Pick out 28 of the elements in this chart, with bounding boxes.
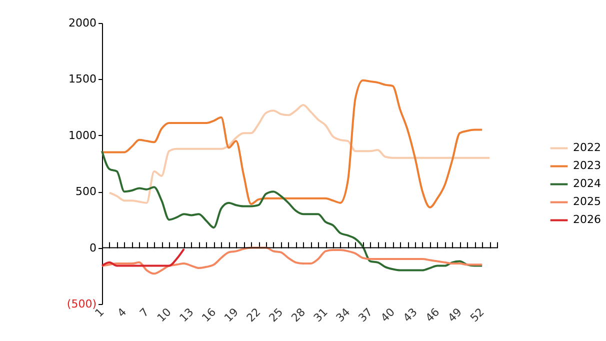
x-tick-label: 28 [288, 306, 308, 325]
x-tick-label: 25 [266, 306, 286, 325]
x-tick-label: 31 [311, 306, 330, 325]
y-tick-label: 500 [76, 185, 96, 198]
x-tick-label: 37 [356, 306, 376, 325]
x-tick-label: 43 [400, 306, 420, 325]
legend-label: 2023 [573, 159, 601, 172]
legend-label: 2025 [573, 195, 601, 208]
x-tick-label: 46 [423, 306, 442, 325]
x-tick-label: 13 [177, 306, 196, 325]
x-tick-label: 19 [222, 306, 241, 325]
legend-label: 2024 [573, 177, 601, 190]
x-tick-label: 7 [137, 306, 152, 320]
x-tick-label: 16 [199, 306, 219, 325]
x-tick-label: 40 [378, 306, 398, 325]
x-tick-label: 10 [154, 306, 174, 325]
x-tick-label: 52 [468, 306, 487, 325]
x-tick-label: 22 [244, 306, 264, 325]
y-tick-label: (500) [66, 298, 96, 310]
x-tick-label: 34 [334, 306, 353, 325]
y-tick-label: 1500 [68, 72, 96, 86]
y-tick-label: 0 [90, 241, 96, 254]
x-tick-label: 49 [445, 306, 464, 325]
legend-label: 2026 [573, 213, 601, 226]
legend-label: 2022 [573, 141, 601, 154]
y-tick-label: 1000 [68, 128, 96, 142]
y-tick-label: 2000 [68, 16, 96, 30]
x-tick-label: 4 [114, 306, 130, 320]
